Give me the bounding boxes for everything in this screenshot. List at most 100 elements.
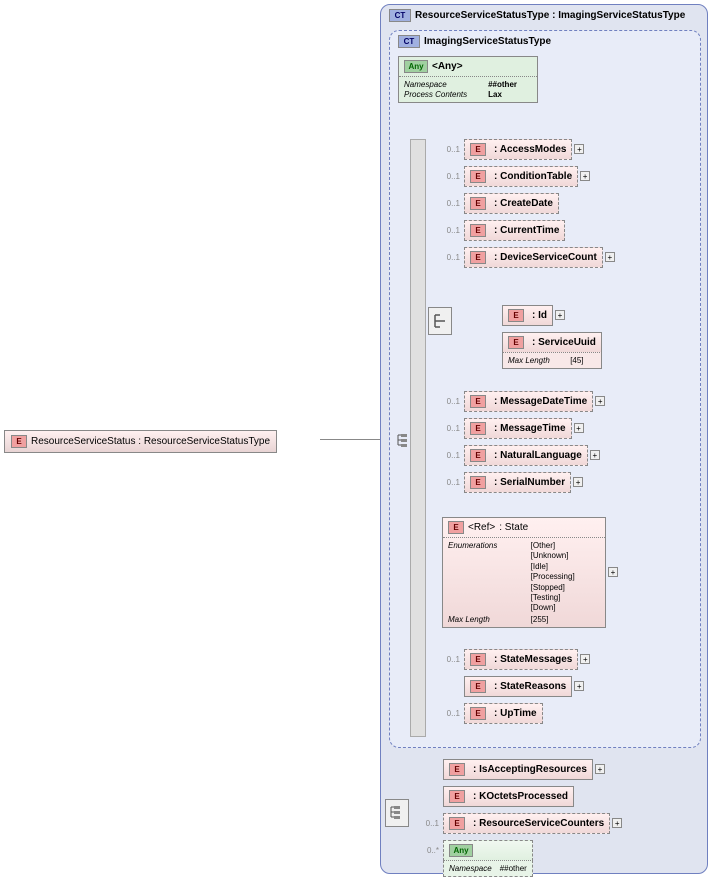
element-badge: E [11,435,27,448]
root-element[interactable]: E ResourceServiceStatus : ResourceServic… [4,430,277,453]
any-badge: Any [449,844,473,857]
expand-icon[interactable]: + [608,567,618,577]
occurrence: 0..1 [440,703,464,718]
facet-label: Namespace [404,80,482,89]
expand-icon[interactable]: + [580,171,590,181]
element-name: : SerialNumber [494,477,565,488]
expand-icon[interactable]: + [574,144,584,154]
expand-icon[interactable]: + [573,477,583,487]
element-box[interactable]: E : StateMessages [464,649,578,670]
element-row[interactable]: 0..1E: DeviceServiceCount+ [440,247,615,268]
expand-icon[interactable]: + [595,764,605,774]
element-row[interactable]: 0..1E: CreateDate [440,193,615,214]
element-box[interactable]: E: DeviceServiceCount [464,247,603,268]
element-box[interactable]: E: NaturalLanguage [464,445,588,466]
any-wildcard-row[interactable]: 0..*AnyNamespace##other [419,840,622,877]
occurrence: 0..1 [440,193,464,208]
facet-value: [255] [531,615,600,624]
occurrence: 0..1 [440,166,464,181]
element-badge: E [449,790,465,803]
element-row[interactable]: 0..1E: ConditionTable+ [440,166,615,187]
enum-values: [Other][Unknown][Idle][Processing][Stopp… [531,541,600,614]
element-row[interactable]: 0..1E: MessageDateTime+ [440,391,605,412]
element-row[interactable]: 0..1 E : StateMessages + [440,649,590,670]
any-wildcard[interactable]: Any <Any> Namespace ##other Process Cont… [398,56,538,103]
element-badge: E [470,449,486,462]
element-name: : DeviceServiceCount [494,252,597,263]
element-name: : UpTime [494,708,537,719]
element-box[interactable]: E: KOctetsProcessed [443,786,574,807]
expand-icon[interactable]: + [595,396,605,406]
sequence-compositor-icon [385,799,409,827]
element-list: 0..1E: StateMessages+E: StateReasons+0..… [440,649,590,730]
element-badge: E [470,476,486,489]
choice-group [428,307,452,335]
occurrence: 0..1 [440,418,464,433]
element-name: : CreateDate [494,198,553,209]
element-badge: E [508,309,524,322]
expand-icon[interactable]: + [574,423,584,433]
outer-ct-header: CT ResourceServiceStatusType : ImagingSe… [381,5,707,26]
element-badge: E [470,653,486,666]
any-header: Any <Any> [399,57,537,77]
element-row[interactable]: E: StateReasons+ [440,676,590,697]
element-row[interactable]: E: IsAcceptingResources+ [419,759,622,780]
element-name: : StateReasons [494,681,566,692]
ct-badge: CT [389,9,411,22]
element-row[interactable]: E: ServiceUuidMax Length[45] [478,332,602,369]
root-label: ResourceServiceStatus : ResourceServiceS… [31,436,270,447]
expand-icon[interactable]: + [580,654,590,664]
element-row[interactable]: 0..1 E : ResourceServiceCounters + [419,813,622,834]
occurrence: 0..1 [440,247,464,262]
element-name: : ResourceServiceCounters [473,818,604,829]
element-facets: Max Length[45] [502,352,602,369]
inner-ct-label: ImagingServiceStatusType [424,36,551,47]
facet-label: Max Length [448,615,523,624]
element-row[interactable]: 0..1E: MessageTime+ [440,418,605,439]
element-badge: E [449,763,465,776]
any-badge: Any [404,60,428,73]
expand-icon[interactable]: + [574,681,584,691]
element-badge: E [470,395,486,408]
any-facets: Namespace##other [443,860,533,877]
element-box[interactable]: E: CurrentTime [464,220,565,241]
element-row[interactable]: 0..1E: NaturalLanguage+ [440,445,605,466]
extension-section: E: IsAcceptingResources+ E: KOctetsProces… [385,759,612,883]
element-badge: E [470,170,486,183]
expand-icon[interactable]: + [612,818,622,828]
element-box[interactable]: E: CreateDate [464,193,559,214]
element-badge: E [508,336,524,349]
element-row[interactable]: E: Id+ [478,305,602,326]
occurrence: 0..1 [440,649,464,664]
element-box[interactable]: E: AccessModes [464,139,572,160]
state-element[interactable]: E <Ref> : State Enumerations [Other][Unk… [442,517,618,628]
occurrence: 0..1 [419,813,443,828]
element-row[interactable]: 0..1E: UpTime [440,703,590,724]
facet-value: Lax [488,90,532,99]
element-box[interactable]: E: MessageDateTime [464,391,593,412]
element-badge: E [449,817,465,830]
any-box[interactable]: Any [443,840,533,861]
element-row[interactable]: 0..1E: AccessModes+ [440,139,615,160]
element-row[interactable]: 0..1E: SerialNumber+ [440,472,605,493]
element-row[interactable]: 0..1E: CurrentTime [440,220,615,241]
state-facets: Enumerations [Other][Unknown][Idle][Proc… [443,537,605,627]
element-box[interactable]: E: StateReasons [464,676,572,697]
occurrence: 0..1 [440,391,464,406]
element-box[interactable]: E: IsAcceptingResources [443,759,593,780]
element-row[interactable]: E: KOctetsProcessed [419,786,622,807]
expand-icon[interactable]: + [590,450,600,460]
element-box[interactable]: E: MessageTime [464,418,572,439]
element-box[interactable]: E: ServiceUuid [502,332,602,353]
element-box[interactable]: E : ResourceServiceCounters [443,813,610,834]
element-box[interactable]: E : SerialNumber [464,472,571,493]
element-name: : StateMessages [494,654,572,665]
element-box[interactable]: E: Id [502,305,553,326]
occurrence [478,332,502,338]
expand-icon[interactable]: + [605,252,615,262]
element-badge: E [470,224,486,237]
element-box[interactable]: E: UpTime [464,703,543,724]
element-box[interactable]: E: ConditionTable [464,166,578,187]
state-header: E <Ref> : State [443,518,605,537]
expand-icon[interactable]: + [555,310,565,320]
